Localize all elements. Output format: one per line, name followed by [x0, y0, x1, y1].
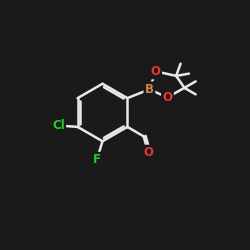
- Text: F: F: [93, 153, 101, 166]
- Text: O: O: [162, 91, 172, 104]
- Text: O: O: [151, 65, 161, 78]
- Text: O: O: [143, 146, 153, 159]
- Text: Cl: Cl: [52, 119, 65, 132]
- Text: B: B: [145, 83, 154, 96]
